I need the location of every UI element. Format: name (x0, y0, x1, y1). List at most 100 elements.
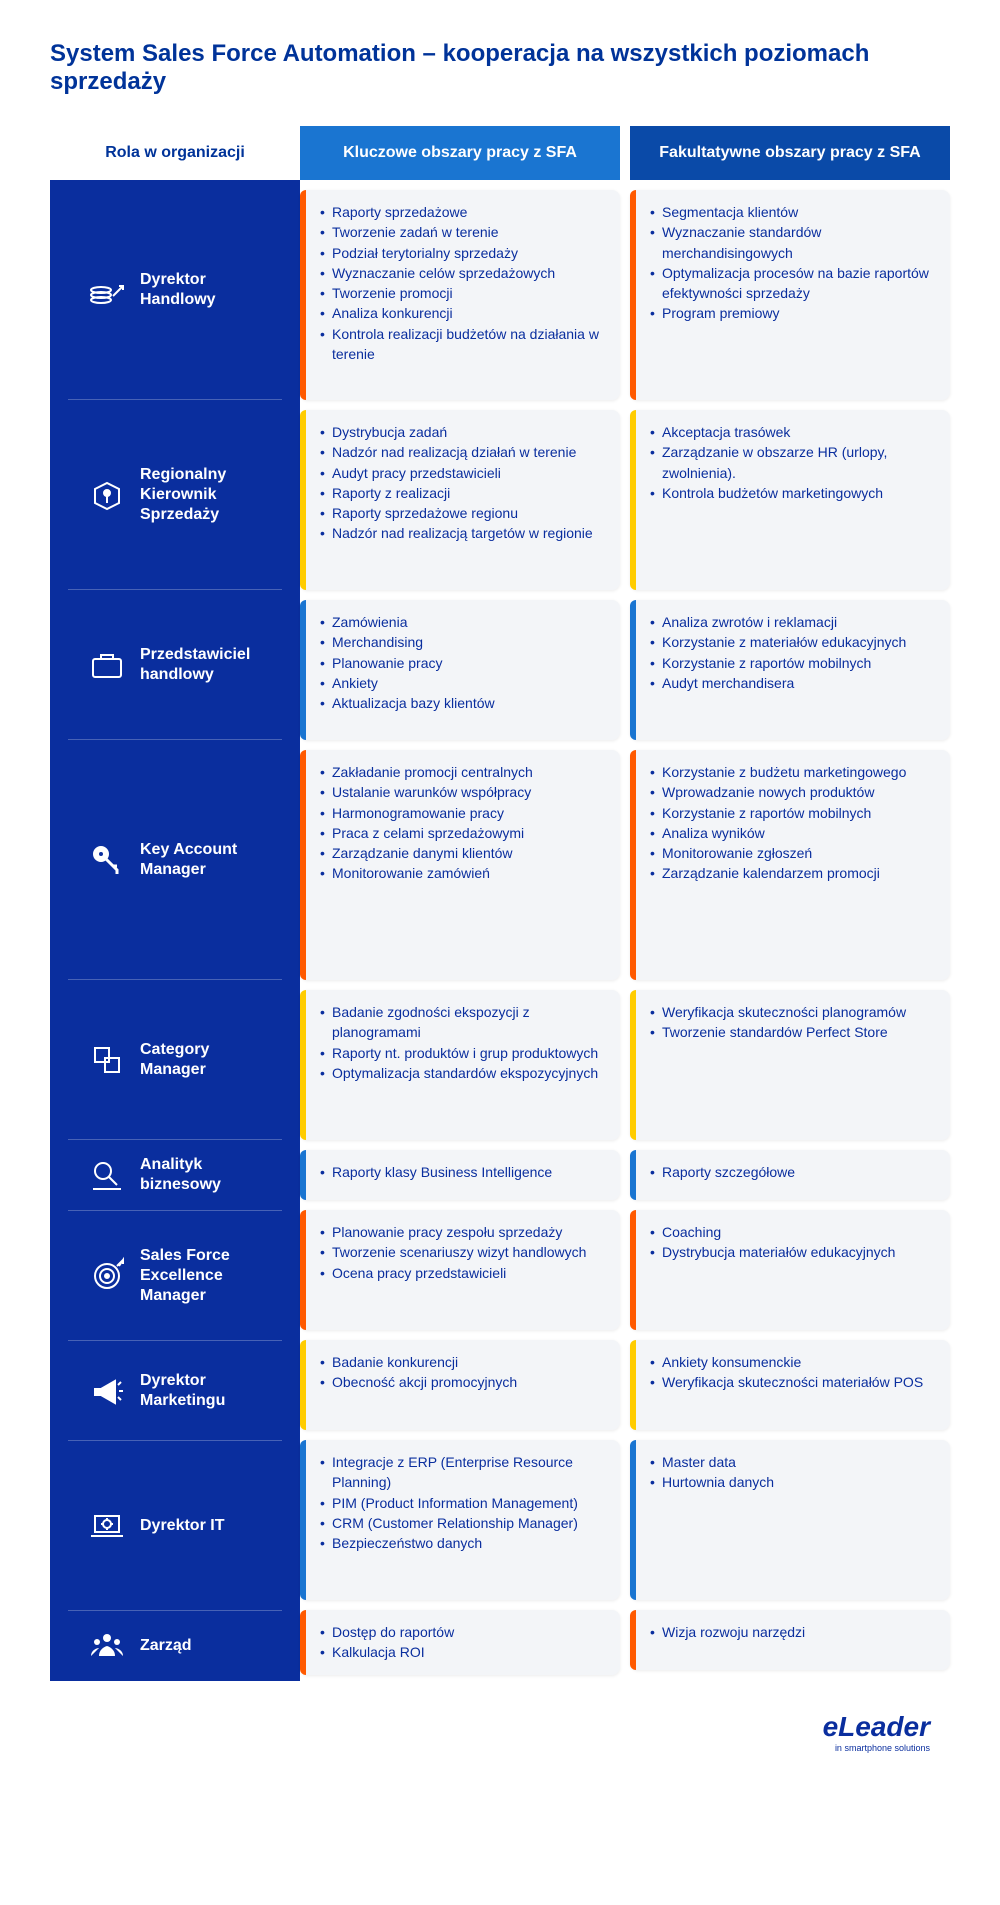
key-card: Badanie konkurencjiObecność akcji promoc… (300, 1340, 620, 1430)
coins-icon (86, 269, 128, 311)
list-item: Korzystanie z materiałów edukacyjnych (650, 632, 906, 652)
list-item: Raporty sprzedażowe (320, 202, 606, 222)
list-item: Raporty szczegółowe (650, 1162, 795, 1182)
opt-card: CoachingDystrybucja materiałów edukacyjn… (630, 1210, 950, 1330)
content-grid: Dyrektor Handlowy Regionalny Kierownik Sp… (50, 180, 950, 1681)
logo: eLeader (50, 1711, 930, 1743)
list-item: Ustalanie warunków współpracy (320, 782, 533, 802)
list-item: Korzystanie z raportów mobilnych (650, 653, 906, 673)
list-item: Wyznaczanie standardów merchandisingowyc… (650, 222, 936, 263)
list-item: Optymalizacja standardów ekspozycyjnych (320, 1063, 606, 1083)
key-card: Planowanie pracy zespołu sprzedażyTworze… (300, 1210, 620, 1330)
list-item: Raporty nt. produktów i grup produktowyc… (320, 1043, 606, 1063)
list-item: Audyt pracy przedstawicieli (320, 463, 593, 483)
list-item: Podział terytorialny sprzedaży (320, 243, 606, 263)
key-card: Integracje z ERP (Enterprise Resource Pl… (300, 1440, 620, 1600)
key-column: Raporty sprzedażoweTworzenie zadań w ter… (300, 180, 620, 1681)
list-item: Tworzenie standardów Perfect Store (650, 1022, 906, 1042)
list-item: Tworzenie promocji (320, 283, 606, 303)
role-row: Category Manager (68, 980, 282, 1140)
list-item: Ocena pracy przedstawicieli (320, 1263, 586, 1283)
magnify-icon (86, 1154, 128, 1196)
role-label: Regionalny Kierownik Sprzedaży (140, 465, 264, 525)
list-item: Praca z celami sprzedażowymi (320, 823, 533, 843)
role-row: Key Account Manager (68, 740, 282, 980)
list-item: Monitorowanie zgłoszeń (650, 843, 906, 863)
card-content: Ankiety konsumenckieWeryfikacja skuteczn… (636, 1340, 937, 1430)
list-item: Weryfikacja skuteczności planogramów (650, 1002, 906, 1022)
list-item: Analiza zwrotów i reklamacji (650, 612, 906, 632)
role-label: Analityk biznesowy (140, 1155, 264, 1195)
card-content: ZamówieniaMerchandisingPlanowanie pracyA… (306, 600, 509, 740)
list-item: Program premiowy (650, 303, 936, 323)
card-content: Badanie konkurencjiObecność akcji promoc… (306, 1340, 531, 1430)
opt-card: Ankiety konsumenckieWeryfikacja skuteczn… (630, 1340, 950, 1430)
card-content: Wizja rozwoju narzędzi (636, 1610, 819, 1670)
logo-sub: in smartphone solutions (50, 1743, 930, 1753)
briefcase-icon (86, 644, 128, 686)
role-row: Dyrektor IT (68, 1441, 282, 1611)
card-content: Segmentacja klientówWyznaczanie standard… (636, 190, 950, 400)
card-content: Raporty sprzedażoweTworzenie zadań w ter… (306, 190, 620, 400)
list-item: Harmonogramowanie pracy (320, 803, 533, 823)
list-item: Dostęp do raportów (320, 1622, 454, 1642)
card-content: Integracje z ERP (Enterprise Resource Pl… (306, 1440, 620, 1600)
card-content: Master dataHurtownia danych (636, 1440, 788, 1600)
list-item: Wprowadzanie nowych produktów (650, 782, 906, 802)
list-item: Dystrybucja zadań (320, 422, 593, 442)
list-item: Badanie konkurencji (320, 1352, 517, 1372)
role-row: Dyrektor Marketingu (68, 1341, 282, 1441)
list-item: Zakładanie promocji centralnych (320, 762, 533, 782)
header-row: Rola w organizacji Kluczowe obszary prac… (50, 126, 950, 180)
list-item: Wizja rozwoju narzędzi (650, 1622, 805, 1642)
footer: eLeader in smartphone solutions (50, 1711, 950, 1753)
list-item: Zarządzanie w obszarze HR (urlopy, zwoln… (650, 442, 936, 483)
role-row: Zarząd (68, 1611, 282, 1681)
key-card: Zakładanie promocji centralnychUstalanie… (300, 750, 620, 980)
target-icon (86, 1255, 128, 1297)
role-label: Dyrektor Handlowy (140, 270, 264, 310)
role-label: Category Manager (140, 1040, 264, 1080)
card-content: Dystrybucja zadańNadzór nad realizacją d… (306, 410, 607, 590)
role-row: Analityk biznesowy (68, 1140, 282, 1211)
list-item: Hurtownia danych (650, 1472, 774, 1492)
list-item: Zamówienia (320, 612, 495, 632)
list-item: Bezpieczeństwo danych (320, 1533, 606, 1553)
card-content: Zakładanie promocji centralnychUstalanie… (306, 750, 547, 980)
card-content: Korzystanie z budżetu marketingowegoWpro… (636, 750, 920, 980)
key-card: Raporty sprzedażoweTworzenie zadań w ter… (300, 190, 620, 400)
role-label: Sales Force Excellence Manager (140, 1246, 264, 1306)
list-item: Nadzór nad realizacją działań w terenie (320, 442, 593, 462)
list-item: Kalkulacja ROI (320, 1642, 454, 1662)
role-label: Zarząd (140, 1636, 192, 1656)
key-card: Raporty klasy Business Intelligence (300, 1150, 620, 1200)
role-label: Dyrektor Marketingu (140, 1371, 264, 1411)
list-item: Korzystanie z raportów mobilnych (650, 803, 906, 823)
list-item: Kontrola budżetów marketingowych (650, 483, 936, 503)
people-icon (86, 1625, 128, 1667)
list-item: Badanie zgodności ekspozycji z planogram… (320, 1002, 606, 1043)
list-item: Raporty z realizacji (320, 483, 593, 503)
role-row: Sales Force Excellence Manager (68, 1211, 282, 1341)
list-item: Aktualizacja bazy klientów (320, 693, 495, 713)
list-item: Kontrola realizacji budżetów na działani… (320, 324, 606, 365)
list-item: Master data (650, 1452, 774, 1472)
list-item: Planowanie pracy (320, 653, 495, 673)
list-item: Analiza konkurencji (320, 303, 606, 323)
opt-card: Raporty szczegółowe (630, 1150, 950, 1200)
role-label: Dyrektor IT (140, 1516, 224, 1536)
card-content: CoachingDystrybucja materiałów edukacyjn… (636, 1210, 909, 1330)
list-item: Monitorowanie zamówień (320, 863, 533, 883)
card-content: Planowanie pracy zespołu sprzedażyTworze… (306, 1210, 600, 1330)
key-card: Dystrybucja zadańNadzór nad realizacją d… (300, 410, 620, 590)
role-row: Regionalny Kierownik Sprzedaży (68, 400, 282, 590)
role-row: Przedstawiciel handlowy (68, 590, 282, 740)
header-opt: Fakultatywne obszary pracy z SFA (630, 126, 950, 180)
key-card: Dostęp do raportówKalkulacja ROI (300, 1610, 620, 1675)
opt-card: Akceptacja trasówekZarządzanie w obszarz… (630, 410, 950, 590)
opt-card: Segmentacja klientówWyznaczanie standard… (630, 190, 950, 400)
list-item: Tworzenie zadań w terenie (320, 222, 606, 242)
list-item: PIM (Product Information Management) (320, 1493, 606, 1513)
header-role: Rola w organizacji (50, 126, 300, 180)
opt-card: Analiza zwrotów i reklamacjiKorzystanie … (630, 600, 950, 740)
